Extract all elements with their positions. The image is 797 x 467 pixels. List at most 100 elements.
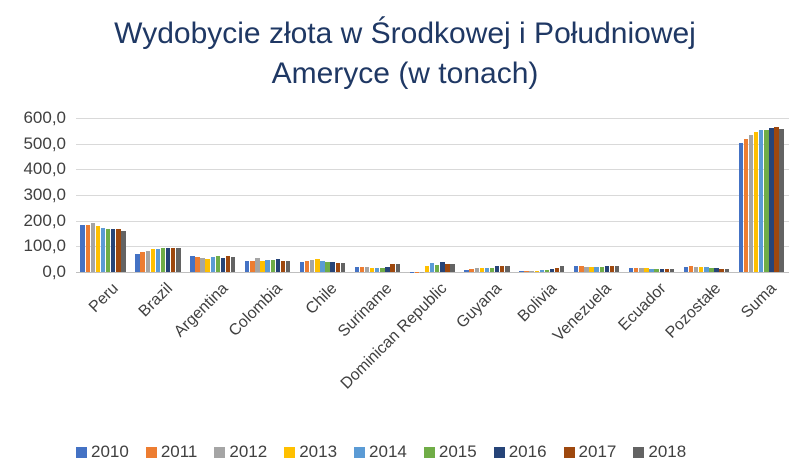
legend-label: 2014 [369,442,407,461]
bar-suma-2012 [748,135,754,272]
bar-bolivia-2016 [549,268,555,272]
bar-pozostałe-2015 [709,267,714,272]
legend-label: 2011 [160,442,198,461]
bar-argentina-2016 [220,257,226,272]
bar-chile-2014 [320,260,325,272]
bar-suriname-2015 [380,267,385,272]
y-tick-label: 300,0 [23,185,66,204]
legend-swatch-icon [423,446,435,458]
y-tick-label: 500,0 [23,133,66,153]
x-tick-label: Venezuela [550,280,616,345]
bar-venezuela-2017 [609,266,615,272]
bar-ecuador-2012 [639,268,644,272]
bar-suma-2011 [743,139,749,272]
bar-suriname-2010 [354,267,360,272]
x-tick-label: Peru [85,280,122,316]
bar-venezuela-2013 [589,266,594,272]
bar-bolivia-2014 [539,270,545,272]
x-tick-label: Colombia [226,280,286,340]
bar-colombia-2010 [245,260,250,272]
legend-label: 2015 [438,442,477,461]
bar-chile-2012 [310,259,315,272]
x-tick-label: Suma [738,280,780,322]
legend-label: 2013 [299,442,338,461]
bar-suma-2013 [753,131,759,272]
bar-peru-2015 [105,228,111,272]
bar-bolivia-2012 [529,271,534,272]
bar-pozostałe-2016 [714,267,719,272]
bar-colombia-2012 [255,257,260,272]
bar-ecuador-2018 [669,269,675,272]
legend-item-2013: 2013 [284,442,337,462]
y-tick-label: 100,0 [23,236,66,256]
bar-chile-2016 [330,262,335,272]
bar-brazil-2011 [140,251,145,272]
gridline [76,220,789,222]
x-tick-label: Guyana [453,280,506,332]
chart-title-line-2: Ameryce (w tonach) [271,57,539,90]
legend-item-2015: 2015 [423,442,477,462]
bar-guyana-2017 [500,266,505,272]
legend-item-2016: 2016 [493,442,547,462]
bar-suma-2015 [764,130,769,272]
bar-bolivia-2010 [519,271,524,272]
bar-venezuela-2016 [604,266,610,272]
bar-pozostałe-2011 [688,266,694,272]
legend-item-2012: 2012 [214,442,267,462]
bar-venezuela-2015 [599,266,604,272]
bar-ecuador-2013 [644,268,649,272]
bar-peru-2016 [111,229,116,272]
y-tick-label: 400,0 [23,159,66,179]
legend-item-2011: 2011 [145,442,198,462]
bar-colombia-2017 [280,261,286,272]
bar-venezuela-2014 [594,266,599,272]
bar-brazil-2014 [155,248,161,272]
x-tick-label: Dominican Republic [337,280,451,393]
bar-brazil-2013 [150,249,155,272]
bar-venezuela-2018 [614,266,620,272]
bar-peru-2018 [121,231,126,272]
bar-bolivia-2015 [544,269,550,272]
bar-peru-2012 [90,223,96,272]
bar-ecuador-2017 [664,268,670,272]
x-tick-label: Bolivia [514,280,561,326]
legend-swatch-icon [633,446,645,458]
x-tick-label: Chile [303,280,341,318]
bar-ecuador-2014 [649,268,654,272]
chart-title: Wydobycie złota w Środkowej i Południowe… [0,14,797,94]
legend-item-2014: 2014 [354,442,407,462]
bar-chile-2010 [299,262,305,272]
bar-colombia-2016 [275,258,280,272]
x-tick-label: Argentina [170,280,232,341]
bar-colombia-2013 [260,260,265,272]
x-tick-label: Ecuador [615,280,670,335]
x-tick-label: Brazil [135,280,177,321]
bar-ecuador-2011 [634,268,639,272]
bar-guyana-2011 [469,268,474,272]
bar-guyana-2013 [479,267,485,272]
bar-chile-2017 [335,263,340,272]
legend-item-2018: 2018 [633,442,686,462]
bar-brazil-2012 [145,251,150,272]
bar-suma-2017 [774,126,779,272]
bar-colombia-2011 [250,260,255,272]
legend-swatch-icon [284,446,296,458]
bar-peru-2017 [116,229,121,272]
bar-peru-2013 [95,225,101,272]
bar-brazil-2018 [176,247,181,272]
bar-brazil-2016 [165,247,171,272]
chart-title-line-1: Wydobycie złota w Środkowej i Południowe… [114,17,696,50]
legend-label: 2012 [229,442,268,461]
gridline [76,195,789,196]
legend-swatch-icon [354,446,366,458]
bar-colombia-2014 [265,259,270,272]
gridline [76,246,789,248]
bar-peru-2014 [100,227,106,272]
bar-venezuela-2011 [579,266,584,272]
bar-pozostałe-2017 [719,268,724,272]
bar-pozostałe-2014 [704,266,709,272]
bar-dominican-republic-2018 [450,264,455,272]
bar-peru-2010 [80,224,85,272]
bar-pozostałe-2018 [724,268,729,272]
